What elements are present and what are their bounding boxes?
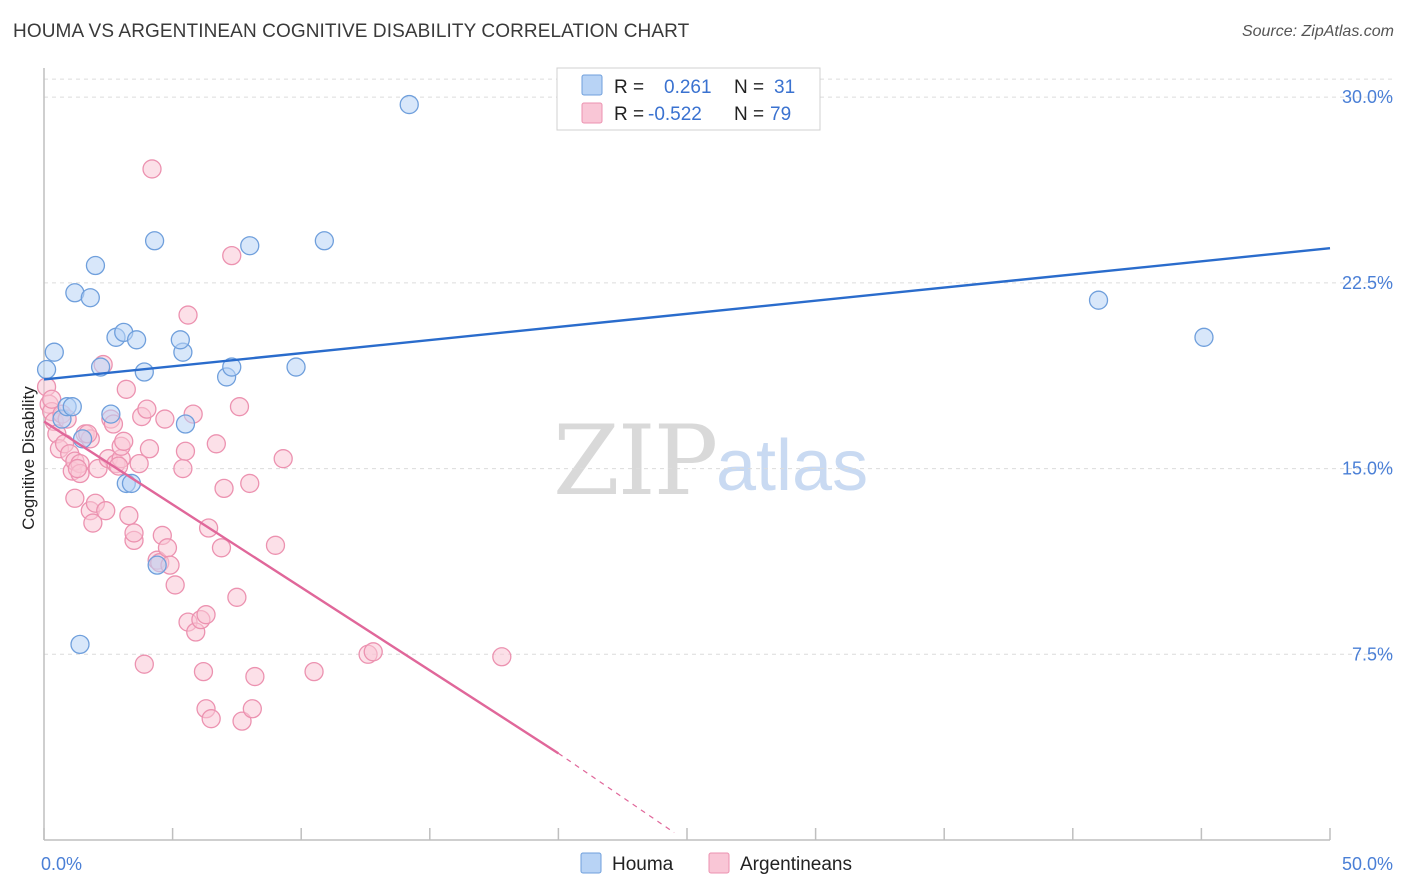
argentineans-trendline [558, 752, 675, 834]
argentineans-point [108, 456, 129, 476]
argentineans-point [363, 642, 383, 662]
houma-point [175, 414, 196, 434]
argentineans-point [196, 605, 216, 625]
y-tick-label: 22.5% [1342, 273, 1393, 293]
x-tick-labels: 0.0% 50.0% [41, 854, 1393, 874]
y-tick-label: 30.0% [1342, 87, 1393, 107]
argentineans-point [232, 711, 252, 731]
houma-point [170, 330, 190, 350]
houma-point [222, 357, 242, 377]
y-tick-label: 7.5% [1352, 644, 1393, 664]
houma-point [62, 397, 82, 417]
argentineans-point [492, 647, 512, 667]
legend-arg-n-label: N = [734, 104, 764, 125]
series-legend: Houma Argentineans [580, 852, 852, 875]
y-tick-label: 15.0% [1342, 459, 1393, 479]
houma-point [90, 357, 111, 377]
houma-point [286, 357, 306, 377]
legend-houma-n-label: N = [734, 77, 764, 98]
trendlines [43, 246, 1331, 834]
argentineans-point [304, 661, 324, 682]
bottom-legend-houma-label: Houma [612, 854, 674, 875]
argentineans-point [42, 389, 62, 409]
argentineans-point [193, 661, 214, 682]
argentineans-points [36, 159, 512, 731]
argentineans-point [178, 305, 198, 325]
argentineans-point [265, 535, 286, 555]
argentineans-point [227, 587, 247, 607]
argentineans-point [229, 397, 250, 417]
houma-point [134, 362, 154, 382]
argentineans-point [155, 409, 175, 429]
houma-point [101, 404, 121, 424]
watermark-atlas: atlas [716, 426, 868, 506]
x-tick-label-max: 50.0% [1342, 854, 1393, 874]
argentineans-point [65, 488, 85, 508]
argentineans-point [245, 666, 265, 687]
legend-houma-r-value: 0.261 [664, 77, 712, 98]
argentineans-point [211, 538, 232, 558]
argentineans-point [157, 538, 178, 558]
bottom-legend-argentineans-swatch [708, 852, 730, 874]
argentineans-point [137, 399, 157, 419]
argentineans-point [129, 453, 149, 474]
argentineans-point [173, 458, 193, 479]
chart-title: HOUMA VS ARGENTINEAN COGNITIVE DISABILIT… [13, 21, 690, 42]
houma-point [1194, 327, 1214, 347]
legend-arg-r-value: -0.522 [648, 104, 702, 125]
houma-point [126, 330, 147, 350]
houma-point [314, 231, 334, 251]
legend-arg-n-value: 79 [770, 104, 791, 125]
argentineans-point [165, 575, 185, 595]
source-label: Source: ZipAtlas.com [1241, 23, 1394, 40]
houma-point [85, 255, 106, 276]
argentineans-point [175, 441, 196, 461]
legend-houma-swatch [581, 74, 603, 96]
argentineans-point [222, 245, 242, 266]
houma-point [36, 359, 57, 380]
bottom-legend-argentineans-label: Argentineans [740, 854, 852, 875]
argentineans-point [119, 505, 139, 526]
argentineans-point [83, 513, 103, 533]
axes [43, 68, 1331, 841]
argentineans-point [273, 449, 293, 469]
argentineans-point [114, 431, 134, 451]
argentineans-point [116, 379, 136, 399]
argentineans-point [96, 501, 116, 521]
argentineans-point [134, 654, 154, 674]
bottom-legend-houma-swatch [580, 852, 602, 874]
houma-point [399, 94, 419, 115]
y-tick-labels: 7.5% 15.0% 22.5% 30.0% [1342, 87, 1393, 664]
houma-point [70, 634, 90, 655]
houma-point [147, 555, 167, 575]
argentineans-point [201, 709, 221, 729]
argentineans-point [206, 434, 226, 454]
houma-point [144, 231, 165, 251]
watermark-zip: ZIP [553, 405, 716, 517]
x-tick-label-min: 0.0% [41, 854, 82, 874]
legend-houma-r-label: R = [614, 77, 644, 98]
argentineans-point [124, 523, 144, 543]
legend-houma-n-value: 31 [774, 77, 795, 98]
y-axis-label: Cognitive Disability [19, 386, 38, 530]
correlation-legend: R = 0.261 N = 31 R = -0.522 N = 79 [556, 67, 821, 131]
argentineans-point [240, 473, 260, 494]
argentineans-point [214, 478, 234, 499]
houma-point [44, 342, 64, 362]
gridlines [44, 78, 1392, 655]
houma-points [36, 94, 1214, 655]
argentineans-point [67, 458, 88, 479]
argentineans-point [242, 699, 262, 719]
houma-point [1088, 290, 1109, 310]
houma-point [240, 236, 260, 256]
houma-point [80, 288, 100, 308]
argentineans-trendline [43, 420, 560, 755]
legend-argentineans-swatch [581, 102, 603, 124]
legend-arg-r-label: R = [614, 104, 644, 125]
argentineans-point [142, 159, 162, 179]
houma-trendline [43, 246, 1331, 381]
argentineans-point [139, 439, 160, 459]
